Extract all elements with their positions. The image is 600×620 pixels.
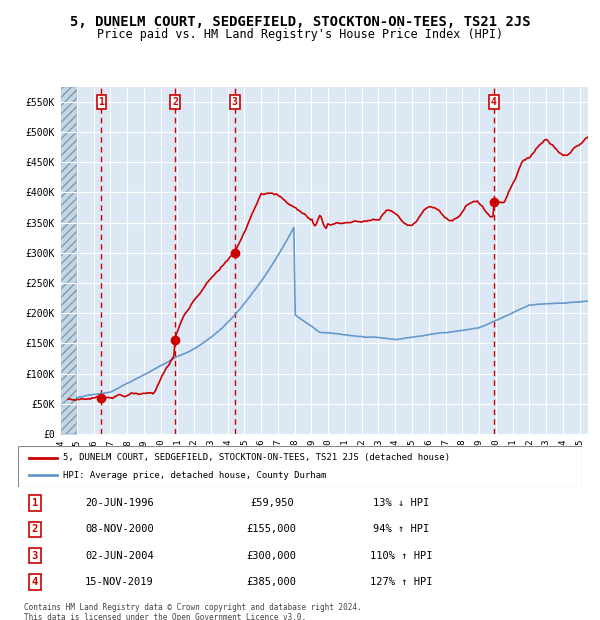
Text: £300,000: £300,000 — [247, 551, 297, 560]
Text: 3: 3 — [232, 97, 238, 107]
Text: £59,950: £59,950 — [250, 498, 293, 508]
Text: 5, DUNELM COURT, SEDGEFIELD, STOCKTON-ON-TEES, TS21 2JS (detached house): 5, DUNELM COURT, SEDGEFIELD, STOCKTON-ON… — [63, 453, 450, 462]
Text: 2: 2 — [172, 97, 178, 107]
Text: 2: 2 — [32, 525, 38, 534]
Text: 02-JUN-2004: 02-JUN-2004 — [85, 551, 154, 560]
Text: £155,000: £155,000 — [247, 525, 297, 534]
Text: Contains HM Land Registry data © Crown copyright and database right 2024.: Contains HM Land Registry data © Crown c… — [24, 603, 362, 612]
Text: £385,000: £385,000 — [247, 577, 297, 587]
Text: Price paid vs. HM Land Registry's House Price Index (HPI): Price paid vs. HM Land Registry's House … — [97, 28, 503, 41]
Text: 3: 3 — [32, 551, 38, 560]
FancyBboxPatch shape — [18, 446, 582, 487]
Text: 94% ↑ HPI: 94% ↑ HPI — [373, 525, 430, 534]
Text: This data is licensed under the Open Government Licence v3.0.: This data is licensed under the Open Gov… — [24, 613, 306, 620]
Text: 20-JUN-1996: 20-JUN-1996 — [85, 498, 154, 508]
Text: HPI: Average price, detached house, County Durham: HPI: Average price, detached house, Coun… — [63, 471, 326, 480]
Text: 15-NOV-2019: 15-NOV-2019 — [85, 577, 154, 587]
Text: 127% ↑ HPI: 127% ↑ HPI — [370, 577, 433, 587]
Text: 08-NOV-2000: 08-NOV-2000 — [85, 525, 154, 534]
Text: 4: 4 — [32, 577, 38, 587]
Text: 1: 1 — [98, 97, 104, 107]
Text: 1: 1 — [32, 498, 38, 508]
Text: 5, DUNELM COURT, SEDGEFIELD, STOCKTON-ON-TEES, TS21 2JS: 5, DUNELM COURT, SEDGEFIELD, STOCKTON-ON… — [70, 16, 530, 30]
Text: 4: 4 — [491, 97, 497, 107]
Text: 13% ↓ HPI: 13% ↓ HPI — [373, 498, 430, 508]
Text: 110% ↑ HPI: 110% ↑ HPI — [370, 551, 433, 560]
